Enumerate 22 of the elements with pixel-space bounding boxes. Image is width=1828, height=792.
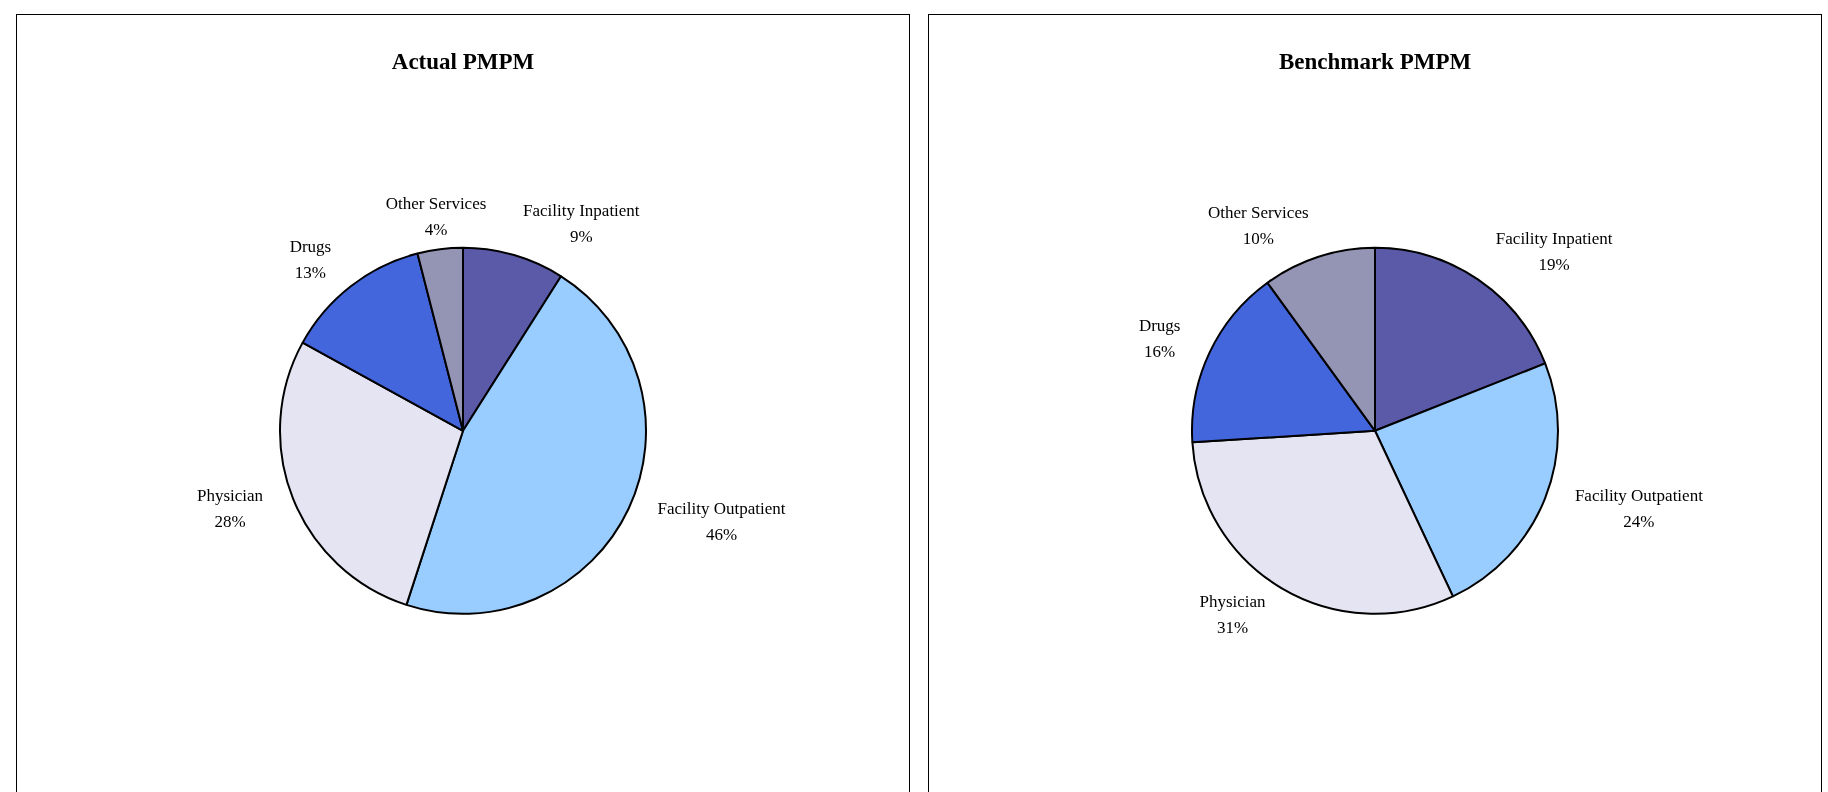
slice-label: Drugs [289,237,332,257]
data-label: 10% [1242,228,1274,248]
data-label: 13% [294,263,327,283]
data-label: 46% [705,524,738,544]
slice-label: Other Services [385,193,487,213]
data-label: 24% [1623,512,1655,532]
slice-label: Other Services [1208,202,1309,222]
slice-label: Facility Outpatient [1574,486,1704,506]
data-label: 9% [569,226,593,246]
data-label: 4% [424,219,448,239]
data-label: 31% [1216,618,1249,638]
data-label: 19% [1538,255,1570,275]
slice-label: Drugs [1138,315,1181,335]
slice-label: Physician [196,486,264,506]
chart-title: Benchmark PMPM [1278,48,1472,74]
data-label: 16% [1144,341,1176,361]
data-label: 28% [214,512,246,532]
slice-label: Physician [1199,592,1267,612]
slice-label: Facility Inpatient [1495,229,1613,249]
slice-label: Facility Inpatient [522,200,640,220]
chart-title: Actual PMPM [391,48,535,74]
slice-label: Facility Outpatient [657,498,786,518]
